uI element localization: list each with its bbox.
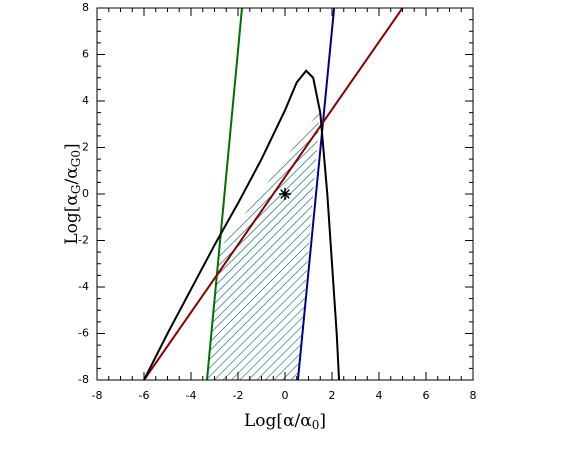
x-tick-label: 2 xyxy=(329,389,336,402)
y-tick-label: 6 xyxy=(82,48,89,61)
y-tick-label: -6 xyxy=(78,327,89,340)
curve xyxy=(143,8,404,380)
x-tick-label: 4 xyxy=(376,389,383,402)
y-tick-label: -2 xyxy=(78,234,89,247)
curve xyxy=(205,8,243,380)
x-tick-label: -8 xyxy=(92,389,103,402)
y-tick-label: 0 xyxy=(82,187,89,200)
x-tick-label: -2 xyxy=(233,389,244,402)
curve xyxy=(143,69,341,380)
x-tick-label: 8 xyxy=(470,389,477,402)
x-axis-title: Log[α/α0] xyxy=(244,411,326,432)
x-tick-label: -6 xyxy=(139,389,150,402)
y-tick-label: 8 xyxy=(82,1,89,14)
x-tick-label: -4 xyxy=(186,389,197,402)
hatched-region xyxy=(206,110,321,381)
x-tick-label: 6 xyxy=(423,389,430,402)
y-tick-label: -4 xyxy=(78,280,89,293)
y-axis-title: Log[αG/αG0] xyxy=(62,143,83,244)
y-tick-label: 4 xyxy=(82,94,89,107)
y-tick-label: 2 xyxy=(82,141,89,154)
y-tick-label: -8 xyxy=(78,373,89,386)
marker xyxy=(279,188,291,200)
curve xyxy=(296,8,336,380)
x-tick-label: 0 xyxy=(282,389,289,402)
